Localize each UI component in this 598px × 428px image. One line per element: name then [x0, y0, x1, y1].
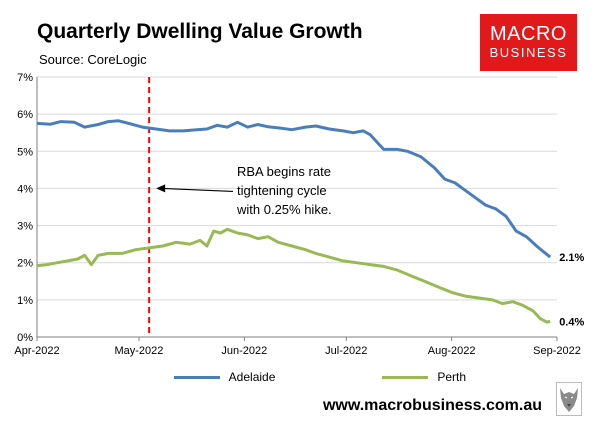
annotation-arrowhead: [156, 184, 166, 193]
logo-text-macro: MACRO: [490, 23, 567, 45]
series-line-adelaide: [36, 119, 552, 259]
y-tick-label: 6%: [17, 109, 33, 121]
chart-title: Quarterly Dwelling Value Growth: [37, 20, 363, 43]
legend-swatch-perth: [382, 376, 428, 380]
y-tick-label: 4%: [17, 183, 33, 195]
legend-item-adelaide: Adelaide: [174, 370, 275, 384]
y-tick-label: 3%: [17, 221, 33, 233]
x-tick-label: Aug-2022: [428, 345, 476, 357]
legend-label-perth: Perth: [437, 370, 467, 384]
annotation-text: RBA begins rate: [237, 164, 331, 179]
y-tick-label: 1%: [17, 295, 33, 307]
y-tick-label: 2%: [17, 258, 33, 270]
x-tick-label: Sep-2022: [533, 345, 581, 357]
end-label-perth: 0.4%: [559, 316, 584, 328]
legend-label-adelaide: Adelaide: [228, 370, 276, 384]
wolf-icon: [556, 382, 582, 416]
website-link[interactable]: www.macrobusiness.com.au: [322, 397, 542, 414]
x-tick-label: Jun-2022: [221, 345, 267, 357]
annotation-text: with 0.25% hike.: [236, 202, 332, 217]
y-tick-label: 5%: [17, 146, 33, 158]
logo-text-business: BUSINESS: [489, 45, 568, 60]
x-tick-label: May-2022: [114, 345, 163, 357]
legend-swatch-adelaide: [174, 376, 220, 380]
annotation-arrow-shaft: [162, 187, 234, 193]
y-tick-label: 7%: [17, 72, 33, 84]
macrobusiness-logo: MACRO BUSINESS: [480, 14, 577, 71]
x-tick-label: Apr-2022: [14, 345, 59, 357]
annotation-text: tightening cycle: [237, 183, 327, 198]
end-label-adelaide: 2.1%: [559, 252, 584, 264]
chart-source: Source: CoreLogic: [39, 52, 147, 67]
y-tick-label: 0%: [17, 332, 33, 344]
legend-item-perth: Perth: [382, 370, 466, 384]
series-line-perth: [36, 227, 551, 324]
x-tick-label: Jul-2022: [325, 345, 367, 357]
